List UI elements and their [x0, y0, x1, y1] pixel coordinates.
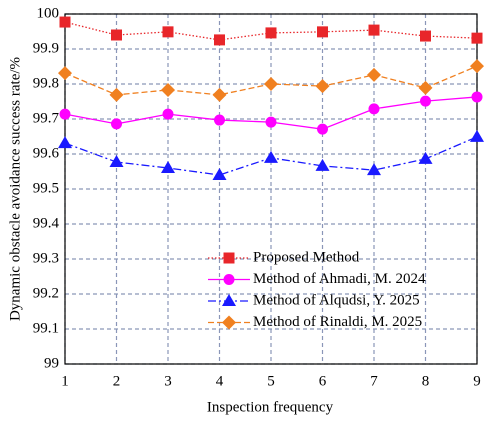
marker	[264, 150, 278, 163]
marker	[161, 161, 175, 173]
marker	[317, 26, 328, 38]
y-tick-label: 100	[37, 5, 60, 21]
marker	[368, 24, 380, 36]
marker	[161, 82, 175, 97]
marker	[223, 252, 235, 264]
x-tick-label: 7	[370, 373, 378, 389]
marker	[367, 163, 381, 176]
marker	[162, 26, 174, 38]
marker	[58, 66, 72, 81]
marker	[222, 294, 236, 306]
marker	[315, 79, 330, 94]
marker	[162, 108, 174, 120]
marker	[265, 27, 277, 39]
legend-label: Proposed Method	[253, 249, 360, 265]
legend-label: Method of Alqudsi, Y. 2025	[253, 292, 420, 308]
marker	[317, 123, 328, 135]
series-line	[64, 21, 478, 41]
marker	[212, 168, 227, 180]
marker	[315, 158, 330, 171]
marker	[470, 129, 484, 142]
marker	[59, 108, 71, 120]
y-tick-label: 99.3	[33, 250, 59, 266]
x-tick-label: 3	[164, 373, 172, 389]
y-tick-label: 99.6	[33, 145, 60, 161]
x-tick-label: 2	[113, 373, 121, 389]
y-tick-label: 99.8	[33, 75, 59, 91]
y-tick-label: 99	[44, 355, 59, 371]
marker	[265, 116, 277, 128]
marker	[214, 114, 225, 126]
marker	[368, 103, 380, 115]
plot-frame	[64, 13, 478, 365]
marker	[367, 67, 381, 82]
legend-label: Method of Rinaldi, M. 2025	[253, 314, 422, 330]
marker	[471, 32, 483, 44]
marker	[111, 118, 122, 130]
y-tick-label: 99.5	[33, 180, 59, 196]
y-tick-label: 99.2	[33, 285, 59, 301]
marker	[58, 136, 72, 149]
x-tick-label: 8	[422, 373, 430, 389]
marker	[420, 95, 431, 107]
marker	[109, 87, 124, 102]
x-axis-label: Inspection frequency	[207, 399, 334, 415]
marker	[471, 91, 483, 103]
marker	[470, 59, 484, 74]
marker	[420, 30, 431, 42]
marker	[264, 77, 278, 91]
marker	[223, 274, 235, 285]
marker	[418, 80, 433, 95]
marker	[212, 87, 227, 102]
y-axis-label: Dynamic obstacle avoidance success rate/…	[7, 57, 23, 321]
marker	[59, 16, 71, 28]
legend-label: Method of Ahmadi, M. 2024	[253, 271, 426, 287]
x-tick-label: 6	[319, 373, 327, 389]
y-tick-label: 99.4	[33, 215, 60, 231]
x-tick-label: 1	[61, 373, 69, 389]
x-tick-label: 5	[267, 373, 275, 389]
marker	[109, 155, 124, 168]
marker	[214, 34, 225, 46]
y-tick-label: 99.9	[33, 40, 59, 56]
marker	[418, 151, 433, 164]
y-tick-label: 99.7	[33, 110, 60, 126]
y-tick-label: 99.1	[33, 320, 59, 336]
x-tick-label: 9	[473, 373, 481, 389]
marker	[111, 29, 122, 41]
x-tick-label: 4	[216, 373, 224, 389]
marker	[222, 315, 236, 330]
